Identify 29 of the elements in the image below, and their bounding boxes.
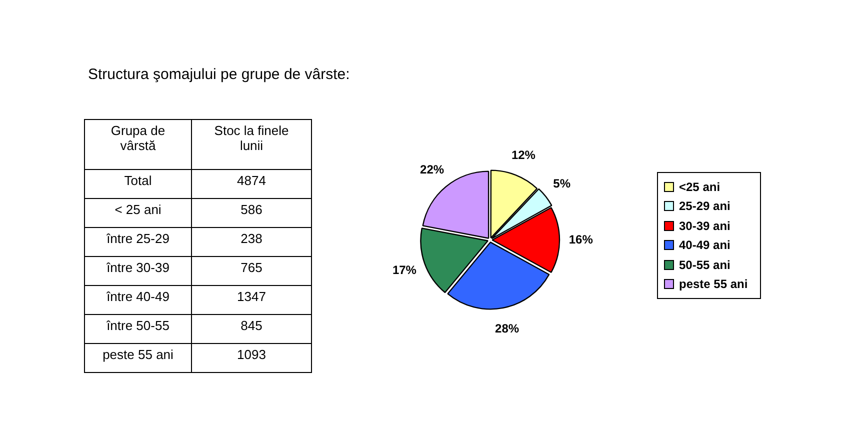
data-label: 22%	[420, 162, 444, 176]
text: 1093	[192, 344, 312, 372]
legend-label: 40-49 ani	[679, 238, 730, 252]
text: între 25-29	[84, 228, 192, 256]
legend-label: 50-55 ani	[679, 258, 730, 272]
text: între 50-55	[84, 314, 192, 344]
data-label: 17%	[392, 263, 417, 278]
text: Stoc la finele lunii	[192, 120, 312, 170]
legend-label: peste 55 ani	[679, 277, 748, 292]
text: Total	[84, 170, 192, 198]
text: Grupa de vârstă	[84, 120, 192, 170]
data-label: 12%	[511, 148, 536, 162]
text: < 25 ani	[84, 198, 192, 228]
data-label: 28%	[495, 322, 520, 336]
text: Structura şomajului pe grupe de vârste:	[88, 66, 350, 83]
text: 1347	[192, 286, 312, 314]
text: 238	[192, 228, 312, 256]
legend-label: <25 ani	[679, 180, 720, 194]
text: între 40-49	[84, 286, 192, 314]
text: între 30-39	[84, 256, 192, 286]
data-label: 5%	[553, 176, 571, 191]
data-label: 16%	[568, 232, 594, 246]
legend-label: 30-39 ani	[679, 218, 730, 233]
text: 765	[192, 256, 312, 286]
text: 845	[192, 314, 312, 344]
text: 4874	[192, 170, 312, 198]
legend-label: 25-29 ani	[679, 199, 730, 214]
text: 586	[192, 198, 312, 228]
text: peste 55 ani	[84, 344, 192, 372]
